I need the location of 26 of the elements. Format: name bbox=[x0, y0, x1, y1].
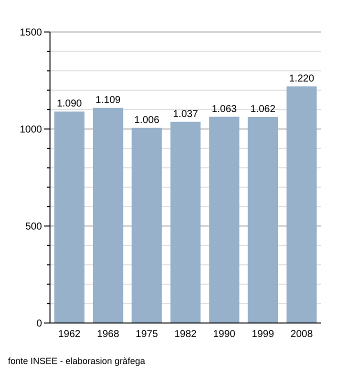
y-tick-label: 1000 bbox=[20, 124, 42, 136]
bar bbox=[209, 116, 240, 323]
x-tick-label: 1975 bbox=[136, 329, 158, 340]
x-tick-label: 1990 bbox=[213, 329, 236, 340]
bar bbox=[92, 108, 124, 323]
x-tick-label: 1982 bbox=[174, 329, 198, 340]
data-label: 1.006 bbox=[134, 114, 160, 126]
source-note: fonte INSEE - elaborasion gràfega bbox=[8, 356, 146, 366]
x-tick-label: 1962 bbox=[58, 329, 81, 340]
bar bbox=[286, 86, 317, 323]
data-label: 1.220 bbox=[289, 73, 315, 84]
y-tick-label: 1500 bbox=[20, 28, 42, 38]
x-tick-label: 1999 bbox=[252, 329, 274, 340]
data-label: 1.090 bbox=[56, 98, 82, 110]
bar bbox=[54, 112, 84, 323]
bar bbox=[132, 128, 162, 323]
x-tick-label: 2008 bbox=[290, 329, 314, 340]
bar bbox=[248, 116, 278, 323]
x-tick-label: 1968 bbox=[96, 329, 120, 340]
data-label: 1.109 bbox=[96, 94, 122, 106]
data-label: 1.062 bbox=[250, 104, 276, 115]
y-tick-label: 0 bbox=[36, 318, 42, 330]
y-tick-label: 500 bbox=[25, 222, 42, 232]
data-label: 1.037 bbox=[172, 108, 198, 120]
bar bbox=[170, 122, 201, 323]
data-label: 1.063 bbox=[212, 104, 238, 115]
